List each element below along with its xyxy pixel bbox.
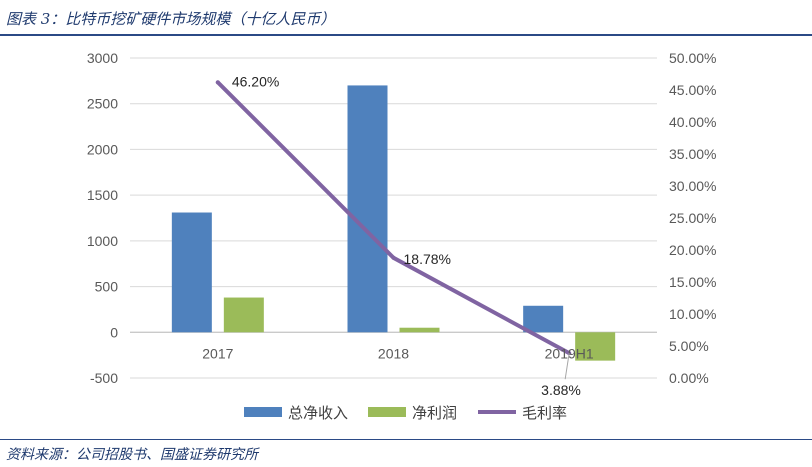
y-tick-label: 500 [95, 279, 119, 295]
revenue-bar [523, 305, 564, 333]
profit-bar [399, 327, 440, 333]
y-axis-left: 3000 2500 2000 1500 1000 500 0 -500 [87, 50, 118, 386]
y2-tick-label: 50.00% [669, 50, 716, 66]
y2-tick-label: 35.00% [669, 146, 716, 162]
x-tick-label: 2017 [202, 345, 233, 361]
y2-tick-label: 0.00% [669, 370, 709, 386]
y2-tick-label: 15.00% [669, 274, 716, 290]
margin-line [215, 80, 572, 356]
figure-title: 图表 3：比特币挖矿硬件市场规模（十亿人民币） [6, 10, 336, 28]
y-tick-label: 2500 [87, 96, 118, 112]
y2-tick-label: 5.00% [669, 338, 709, 354]
title-divider [0, 34, 812, 36]
source-divider [0, 439, 812, 440]
y-tick-label: 2000 [87, 141, 118, 157]
margin-point [215, 80, 220, 85]
y2-tick-label: 20.00% [669, 242, 716, 258]
margin-point [391, 255, 396, 260]
y2-tick-label: 25.00% [669, 210, 716, 226]
y2-tick-label: 45.00% [669, 82, 716, 98]
bars [171, 85, 616, 361]
legend-swatch [244, 407, 282, 417]
y-tick-label: 1500 [87, 187, 118, 203]
y2-tick-label: 10.00% [669, 306, 716, 322]
y-tick-label: 0 [110, 324, 118, 340]
legend-label: 毛利率 [522, 405, 567, 422]
x-tick-label: 2018 [378, 345, 409, 361]
legend: 总净收入 净利润 毛利率 [244, 405, 567, 422]
margin-data-label: 46.20% [232, 73, 279, 89]
margin-data-label: 18.78% [404, 251, 451, 267]
revenue-bar [347, 85, 388, 333]
margin-line-path [215, 80, 572, 356]
legend-label: 总净收入 [288, 405, 348, 422]
profit-bar [223, 297, 264, 333]
legend-swatch [368, 407, 406, 417]
x-axis: 2017 2018 2019H1 [202, 345, 594, 361]
gridlines [130, 57, 657, 379]
y2-tick-label: 40.00% [669, 114, 716, 130]
y-tick-label: 1000 [87, 233, 118, 249]
label-leader-line [564, 353, 570, 380]
y-tick-label: -500 [90, 370, 118, 386]
revenue-bar [171, 212, 212, 333]
profit-bar [575, 332, 616, 361]
y-axis-right: 50.00% 45.00% 40.00% 35.00% 30.00% 25.00% 20.0… [669, 50, 716, 386]
data-labels: 46.20% 18.78% 3.88% [232, 73, 581, 398]
y2-tick-label: 30.00% [669, 178, 716, 194]
y-tick-label: 3000 [87, 50, 118, 66]
figure-header: 图表 3：比特币挖矿硬件市场规模（十亿人民币） [0, 4, 812, 34]
margin-data-label: 3.88% [541, 382, 581, 398]
source-note: 资料来源：公司招股书、国盛证券研究所 [6, 447, 258, 463]
legend-label: 净利润 [412, 405, 457, 422]
